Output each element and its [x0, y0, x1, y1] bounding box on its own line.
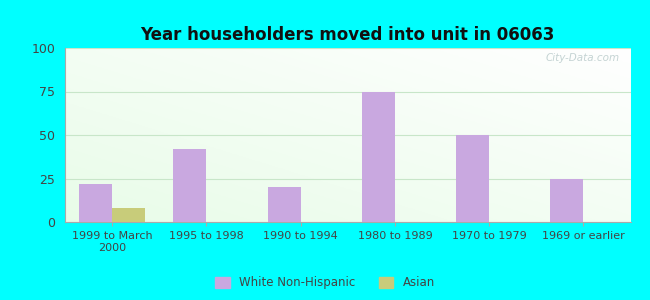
Bar — [112, 208, 145, 222]
Bar — [551, 178, 584, 222]
Title: Year householders moved into unit in 06063: Year householders moved into unit in 060… — [140, 26, 555, 44]
Bar — [268, 187, 300, 222]
Bar — [362, 92, 395, 222]
Bar — [79, 184, 112, 222]
Legend: White Non-Hispanic, Asian: White Non-Hispanic, Asian — [211, 272, 439, 294]
Text: City-Data.com: City-Data.com — [545, 53, 619, 63]
Bar — [174, 149, 207, 222]
Bar — [456, 135, 489, 222]
